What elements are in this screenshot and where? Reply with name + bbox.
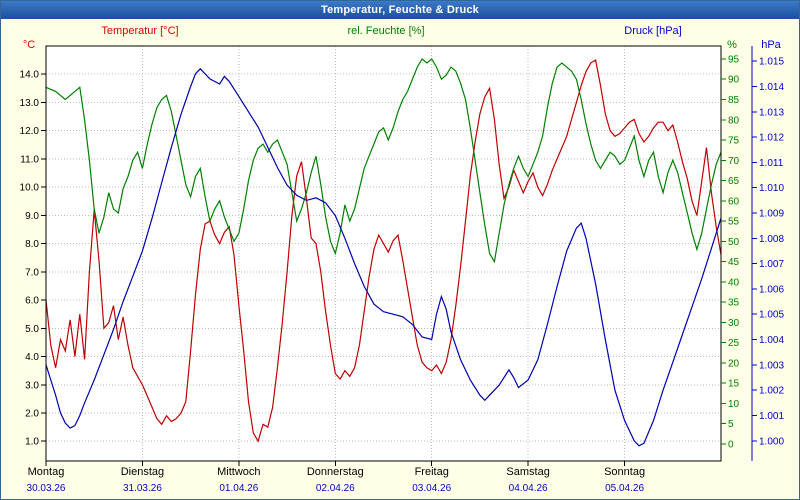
temperature-tick-label: 10.0 xyxy=(20,183,40,194)
pressure-tick-label: 1.003 xyxy=(759,360,784,371)
temperature-tick-label: 14.0 xyxy=(20,70,40,81)
date-label: 02.04.26 xyxy=(316,483,355,494)
pressure-tick-label: 1.008 xyxy=(759,234,784,245)
humidity-series xyxy=(46,58,721,264)
humidity-tick-label: 60 xyxy=(728,196,740,207)
humidity-tick-label: 25 xyxy=(728,338,740,349)
pressure-tick-label: 1.009 xyxy=(759,209,784,220)
day-label: Montag xyxy=(28,466,65,478)
day-label: Freitag xyxy=(415,466,449,478)
humidity-tick-label: 75 xyxy=(728,136,740,147)
temperature-tick-label: 11.0 xyxy=(20,154,39,165)
date-label: 03.04.26 xyxy=(412,483,451,494)
pressure-tick-label: 1.000 xyxy=(759,436,784,447)
humidity-tick-label: 95 xyxy=(728,54,740,65)
temperature-axis-title: Temperatur [°C] xyxy=(101,25,178,37)
window-title: Temperatur, Feuchte & Druck xyxy=(320,4,479,16)
humidity-tick-label: 35 xyxy=(728,298,740,309)
humidity-tick-label: 15 xyxy=(728,379,740,390)
pressure-tick-label: 1.002 xyxy=(759,386,784,397)
pressure-tick-label: 1.006 xyxy=(759,284,784,295)
day-label: Sonntag xyxy=(604,466,645,478)
pressure-series xyxy=(46,67,721,447)
humidity-tick-label: 40 xyxy=(728,277,740,288)
temperature-axis: 1.0 2.0 3.0 4.0 5.0 6.0 7.0 8.0 9.0 10.0 11.0 12.0 1… xyxy=(20,70,46,448)
humidity-axis-title: rel. Feuchte [%] xyxy=(347,25,424,37)
date-label: 01.04.26 xyxy=(219,483,258,494)
humidity-tick-label: 65 xyxy=(728,176,740,187)
humidity-tick-label: 5 xyxy=(728,419,734,430)
temperature-tick-label: 4.0 xyxy=(25,352,39,363)
humidity-tick-label: 50 xyxy=(728,237,740,248)
temperature-unit-label: °C xyxy=(23,39,35,51)
pressure-tick-label: 1.014 xyxy=(759,82,784,93)
pressure-tick-label: 1.010 xyxy=(759,183,784,194)
temperature-tick-label: 1.0 xyxy=(25,437,39,448)
pressure-tick-label: 1.004 xyxy=(759,335,784,346)
pressure-tick-label: 1.001 xyxy=(759,411,784,422)
temperature-tick-label: 13.0 xyxy=(20,98,40,109)
plot-background xyxy=(46,46,721,461)
temperature-tick-label: 5.0 xyxy=(25,324,39,335)
day-label: Mittwoch xyxy=(217,466,260,478)
pressure-unit-label: hPa xyxy=(761,39,781,51)
chart-generated-content: 1.0 2.0 3.0 4.0 5.0 6.0 7.0 8.0 9.0 10.0 11.0 12.0 1… xyxy=(20,45,784,494)
humidity-tick-label: 45 xyxy=(728,257,740,268)
day-label: Samstag xyxy=(506,466,549,478)
humidity-unit-label: % xyxy=(727,39,737,51)
humidity-tick-label: 70 xyxy=(728,156,740,167)
plot-border xyxy=(45,45,722,462)
title-bar: Temperatur, Feuchte & Druck xyxy=(1,1,799,19)
humidity-tick-label: 0 xyxy=(728,439,734,450)
day-label: Donnerstag xyxy=(307,466,364,478)
temperature-tick-label: 9.0 xyxy=(25,211,39,222)
pressure-tick-label: 1.015 xyxy=(759,57,784,68)
pressure-tick-label: 1.013 xyxy=(759,107,784,118)
temperature-tick-label: 3.0 xyxy=(25,380,39,391)
humidity-tick-label: 30 xyxy=(728,318,740,329)
humidity-axis: 0 5 10 15 20 25 30 35 40 45 50 55 60 65 70 75 80 85 90 95 xyxy=(721,54,740,450)
humidity-tick-label: 20 xyxy=(728,358,740,369)
pressure-tick-label: 1.007 xyxy=(759,259,784,270)
temperature-tick-label: 8.0 xyxy=(25,239,39,250)
temperature-series xyxy=(46,59,721,443)
temperature-tick-label: 6.0 xyxy=(25,296,39,307)
date-label: 04.04.26 xyxy=(509,483,548,494)
temperature-tick-label: 2.0 xyxy=(25,409,39,420)
pressure-tick-label: 1.012 xyxy=(759,133,784,144)
day-label: Dienstag xyxy=(121,466,164,478)
humidity-tick-label: 80 xyxy=(728,115,740,126)
pressure-tick-label: 1.005 xyxy=(759,310,784,321)
pressure-tick-label: 1.011 xyxy=(759,158,784,169)
date-label: 30.03.26 xyxy=(27,483,66,494)
date-label: 31.03.26 xyxy=(123,483,162,494)
temperature-tick-label: 12.0 xyxy=(20,126,40,137)
humidity-tick-label: 90 xyxy=(728,75,740,86)
x-axis: Montag 30.03.26 Dienstag 31.03.26 Mittwoch 01… xyxy=(27,461,645,494)
date-label: 05.04.26 xyxy=(605,483,644,494)
humidity-tick-label: 55 xyxy=(728,217,740,228)
temperature-tick-label: 7.0 xyxy=(25,267,39,278)
pressure-axis-title: Druck [hPa] xyxy=(624,25,681,37)
humidity-tick-label: 10 xyxy=(728,399,740,410)
pressure-axis: 1.000 1.001 1.002 1.003 1.004 1.005 1.006 1.007… xyxy=(751,46,784,461)
humidity-tick-label: 85 xyxy=(728,95,740,106)
